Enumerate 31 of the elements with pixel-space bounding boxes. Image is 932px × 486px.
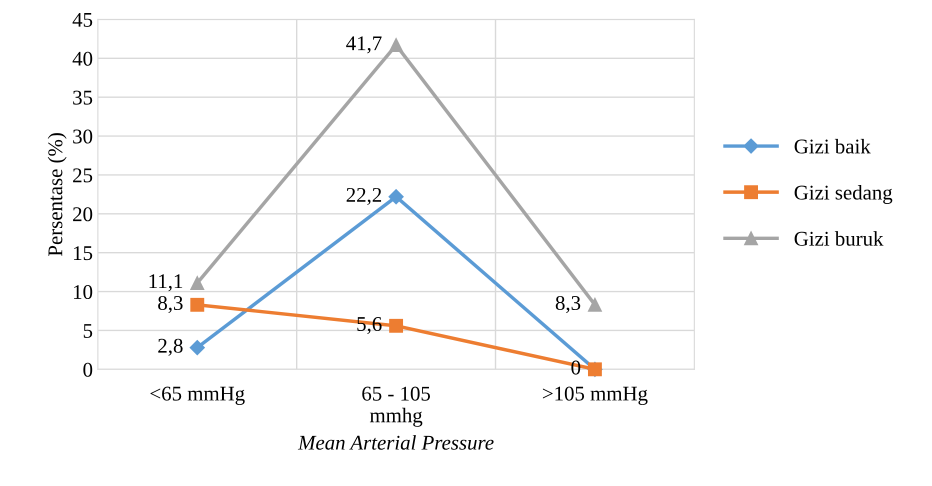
data-label: 41,7: [346, 36, 382, 54]
legend-label: Gizi sedang: [794, 184, 892, 204]
point: [190, 340, 205, 356]
y-tick-label: 30: [73, 129, 92, 144]
point: [588, 298, 602, 312]
y-tick-label: 45: [72, 12, 92, 27]
data-label: 8,3: [158, 296, 183, 314]
y-tick-label: 0: [83, 362, 92, 377]
legend-label: Gizi baik: [794, 138, 871, 154]
point: [190, 298, 204, 312]
data-label: 2,8: [158, 338, 183, 356]
data-label: 8,3: [556, 296, 580, 314]
y-tick-label: 35: [73, 90, 92, 105]
y-tick-label: 40: [72, 52, 92, 66]
x-axis-title: Mean Arterial Pressure: [298, 435, 494, 450]
legend-label: Gizi buruk: [794, 231, 884, 246]
x-tick-label: 65 - 105 mmhg: [362, 386, 430, 427]
y-tick-label: 20: [73, 207, 92, 222]
data-label: 11,1: [150, 274, 182, 292]
y-tick-label: 15: [74, 246, 92, 260]
x-tick-label: >105 mmHg: [542, 386, 648, 405]
y-tick-label: 10: [74, 284, 92, 300]
y-axis-title: Persentase (%): [48, 133, 67, 256]
y-tick-label: 5: [84, 324, 92, 338]
x-tick-label: <65 mmHg: [150, 386, 245, 405]
point: [389, 38, 404, 52]
point: [190, 276, 204, 290]
point: [388, 189, 404, 204]
data-label: 22,2: [346, 188, 382, 205]
y-tick-label: 25: [73, 168, 92, 182]
point: [389, 318, 404, 333]
